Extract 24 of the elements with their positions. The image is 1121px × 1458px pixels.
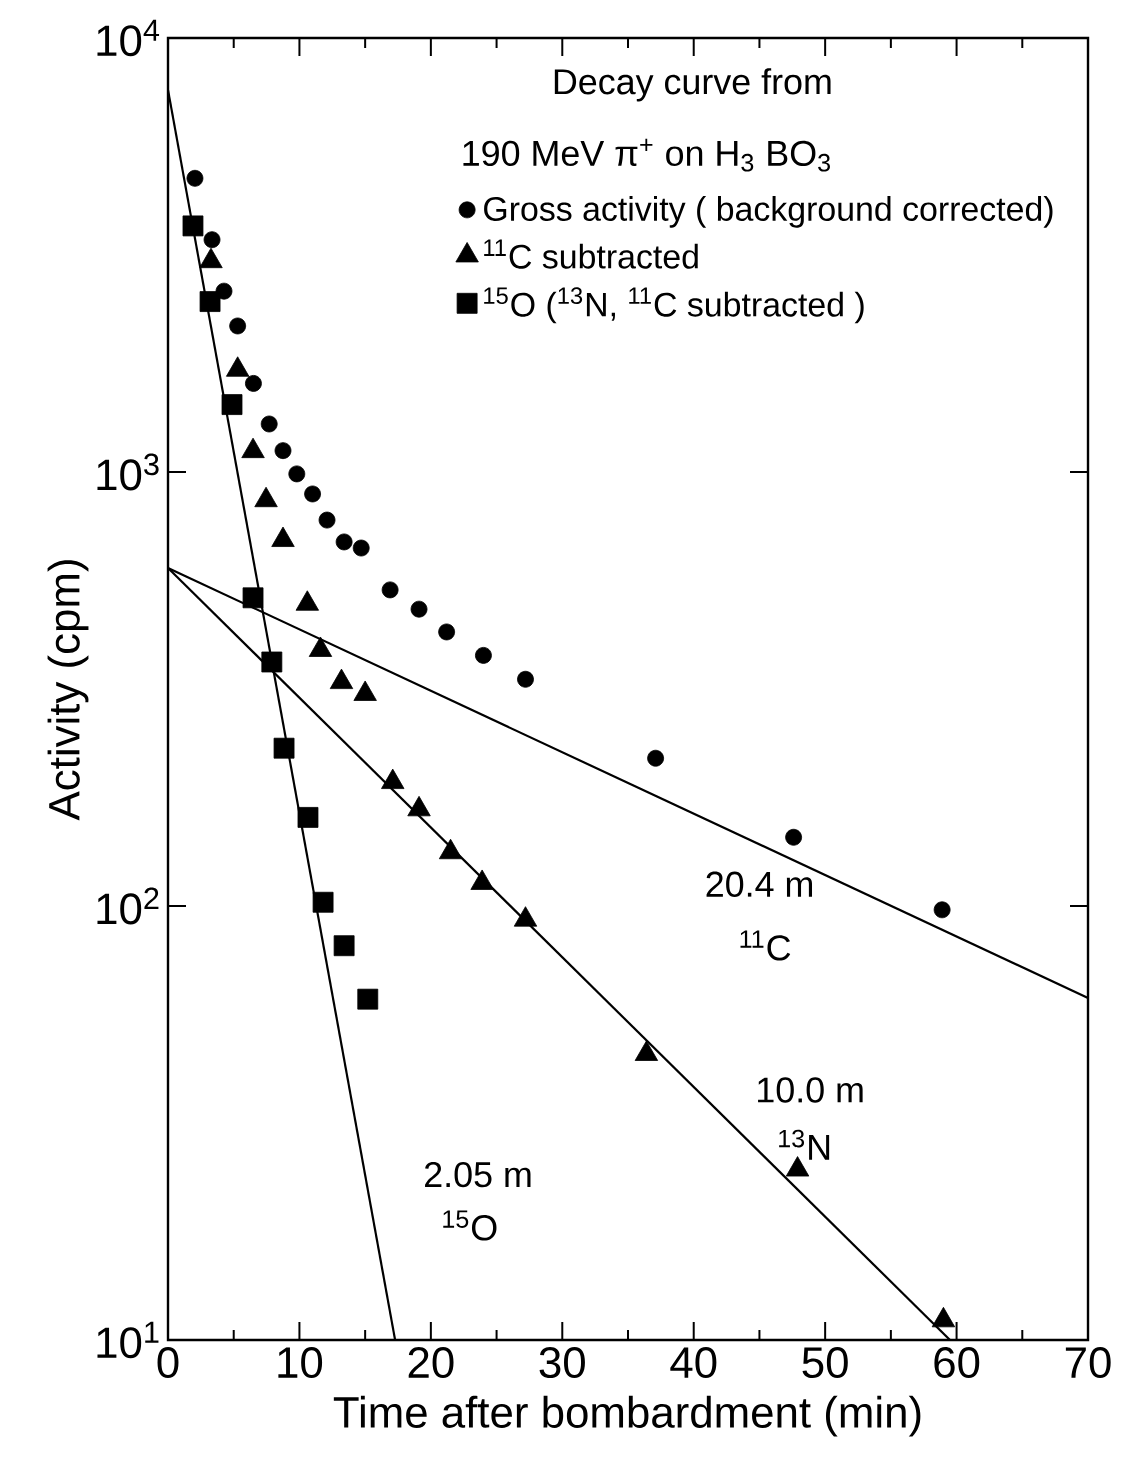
- x-tick-label: 40: [670, 1347, 717, 1379]
- annotation: $^{13}$N: [779, 1129, 830, 1160]
- annotation: $^{11}$C: [740, 930, 791, 961]
- annotation: 20.4 m: [706, 871, 813, 897]
- x-tick-label: 60: [934, 1347, 980, 1379]
- text: Decay curve from: [554, 68, 831, 102]
- legend-label: $^{15}$O ($^{13}$N, $^{11}$C subtracted ): [484, 287, 864, 324]
- x-tick-label: 20: [408, 1347, 454, 1379]
- y-axis-title: Activity (cpm): [47, 560, 89, 821]
- x-tick-label: 10: [278, 1347, 323, 1379]
- y-tick-label: 10$^{4}$: [97, 19, 160, 57]
- annotation: 2.05 m: [425, 1161, 531, 1188]
- x-axis-title: Time after bombardment (min): [333, 1395, 921, 1437]
- legend-label: Gross activity ( background corrected): [484, 196, 1053, 228]
- y-tick-label: 10$^{2}$: [97, 887, 159, 925]
- legend-label: $^{11}$C subtracted: [484, 239, 698, 269]
- text: 190 MeV π$^{+}$ on H$_{3}$ BO$_{3}$: [463, 138, 830, 172]
- x-tick-label: 30: [539, 1347, 585, 1379]
- x-tick-label: 70: [1065, 1347, 1111, 1379]
- x-tick-label: 50: [802, 1347, 848, 1379]
- annotation: $^{15}$O: [443, 1210, 497, 1241]
- y-tick-label: 10$^{3}$: [97, 453, 159, 491]
- annotation: 10.0 m: [758, 1077, 863, 1103]
- x-tick-label: 0: [157, 1347, 179, 1379]
